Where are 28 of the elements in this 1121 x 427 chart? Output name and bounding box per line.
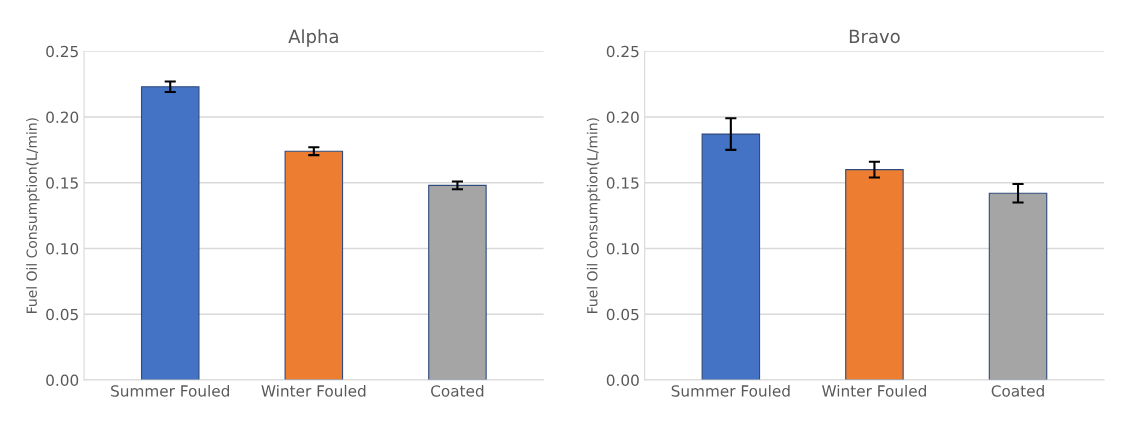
y-axis-title: Fuel Oil Consumption(L/min)	[586, 118, 601, 313]
y-tick-label: 0.15	[46, 177, 78, 189]
y-tick-label: 0.25	[46, 45, 78, 58]
x-tick-label: Winter Fouled	[261, 384, 366, 397]
y-tick-label: 0.00	[606, 374, 639, 387]
y-tick-label: 0.10	[46, 242, 79, 255]
x-tick-label: Winter Fouled	[822, 384, 926, 397]
x-tick-label: Summer Fouled	[111, 384, 229, 397]
bar	[701, 133, 761, 381]
y-tick-label: 0.15	[606, 177, 639, 189]
y-tick-label: 0.20	[606, 111, 639, 124]
y-tick-label: 0.10	[606, 242, 639, 255]
bar	[845, 169, 904, 381]
y-tick-label: 0.00	[46, 374, 79, 387]
chart-title: Bravo	[849, 29, 900, 44]
y-axis-title: Fuel Oil Consumption(L/min)	[26, 118, 40, 313]
bar	[988, 192, 1048, 381]
bar	[140, 86, 200, 381]
bar	[428, 184, 487, 381]
x-tick-label: Coated	[991, 384, 1044, 397]
x-tick-label: Coated	[431, 384, 484, 397]
y-tick-label: 0.25	[606, 45, 639, 58]
y-tick-label: 0.05	[46, 308, 78, 321]
y-tick-label: 0.20	[46, 111, 79, 124]
x-tick-label: Summer Fouled	[671, 384, 790, 397]
bar	[284, 150, 344, 381]
chart-title: Alpha	[288, 29, 338, 47]
y-tick-label: 0.05	[606, 308, 639, 321]
